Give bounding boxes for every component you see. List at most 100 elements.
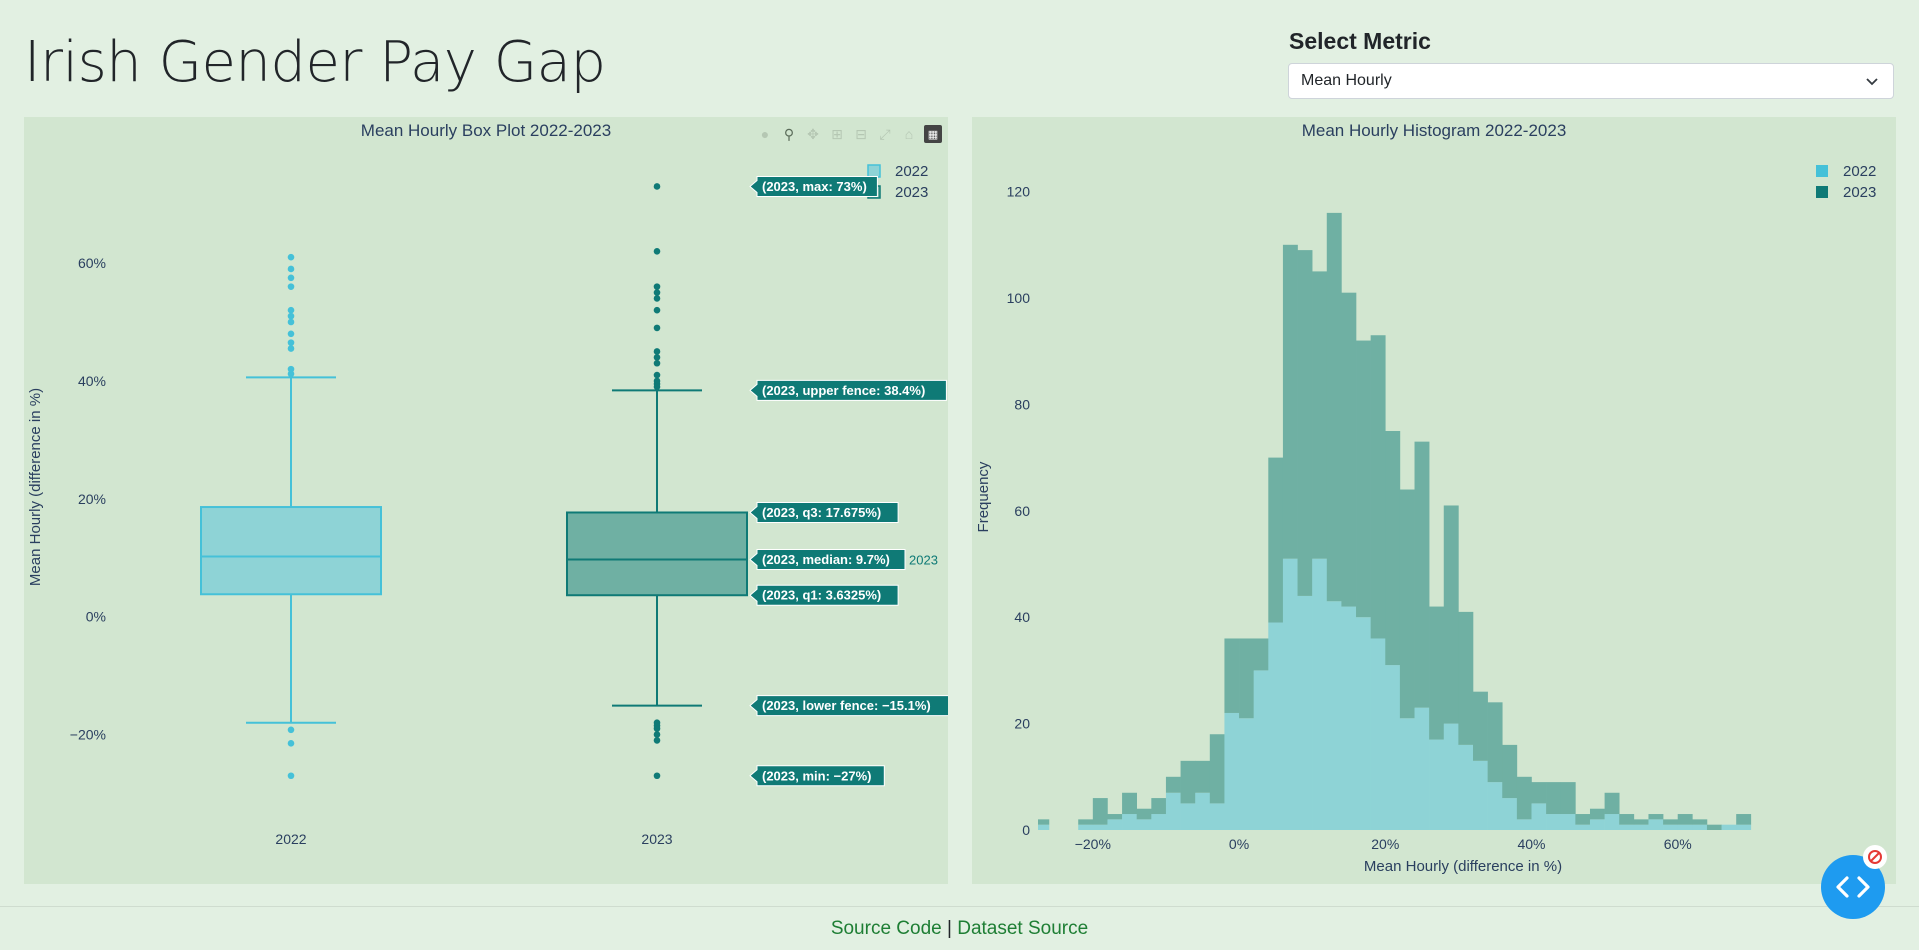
hover-label-text: (2023, min: −27%) bbox=[762, 768, 871, 783]
hover-label-box bbox=[749, 379, 947, 401]
outlier-point bbox=[653, 283, 661, 290]
outlier-point bbox=[287, 370, 295, 378]
hist-y-tick-label: 20 bbox=[1014, 716, 1030, 732]
hist-bar-2022 bbox=[1516, 819, 1532, 830]
hover-label-text: (2023, lower fence: −15.1%) bbox=[762, 698, 931, 713]
blocked-icon[interactable] bbox=[1863, 845, 1887, 869]
box-2023 bbox=[566, 511, 748, 597]
outlier-point bbox=[287, 772, 295, 780]
zoom-icon[interactable]: ⚲ bbox=[783, 125, 795, 142]
source-code-link[interactable]: Source Code bbox=[830, 918, 942, 939]
hist-bar-2022 bbox=[1356, 617, 1371, 830]
hist-y-tick-label: 100 bbox=[1007, 290, 1031, 306]
hover-label-lower_fence: (2023, lower fence: −15.1%) bbox=[749, 695, 948, 717]
hist-bar-2022 bbox=[1721, 824, 1737, 830]
hist-bar-2023 bbox=[1326, 212, 1342, 602]
hover-label-text: (2023, max: 73%) bbox=[762, 179, 867, 194]
hist-bar-2023 bbox=[1487, 702, 1503, 783]
outlier-point bbox=[653, 377, 661, 385]
hover-label-box bbox=[749, 765, 885, 787]
hist-x-tick-label: 60% bbox=[1664, 836, 1692, 852]
hist-bar-2022 bbox=[1297, 595, 1313, 830]
outlier-point bbox=[287, 283, 295, 290]
hist-bar-2022 bbox=[1487, 782, 1503, 830]
hist-bar-2022 bbox=[1385, 665, 1401, 830]
hist-bar-2023 bbox=[1692, 819, 1708, 825]
hist-bar-2023 bbox=[1429, 606, 1445, 740]
hist-bar-2023 bbox=[1443, 505, 1459, 724]
hist-bar-2023 bbox=[1706, 824, 1722, 830]
hover-label-min: (2023, min: −27%) bbox=[749, 765, 885, 787]
hist-bar-2023 bbox=[1195, 760, 1211, 793]
legend-label-2023: 2023 bbox=[895, 184, 928, 201]
hist-bar-2022 bbox=[1282, 558, 1298, 830]
outlier-point bbox=[653, 295, 661, 302]
hover-label-q1: (2023, q1: 3.6325%) bbox=[749, 584, 899, 606]
outlier-point bbox=[653, 183, 661, 190]
camera-icon[interactable]: ● bbox=[760, 126, 770, 142]
hist-bar-2023 bbox=[1180, 760, 1196, 804]
autoscale-icon[interactable]: ⤢ bbox=[879, 125, 891, 142]
hist-bar-2023 bbox=[1165, 776, 1181, 793]
hover-label-upper_fence: (2023, upper fence: 38.4%) bbox=[749, 379, 947, 401]
hist-y-axis-title: Frequency bbox=[975, 461, 992, 532]
legend-swatch-2022 bbox=[867, 164, 881, 178]
metric-label: Select Metric bbox=[1289, 28, 1431, 54]
hist-bar-2023 bbox=[1560, 782, 1576, 815]
hist-bar-2023 bbox=[1604, 792, 1620, 815]
hist-bar-2022 bbox=[1604, 814, 1620, 830]
hist-bar-2023 bbox=[1224, 638, 1240, 713]
hist-bar-2022 bbox=[1092, 824, 1108, 830]
hist-bar-2023 bbox=[1356, 340, 1371, 618]
hover-label-text: (2023, q1: 3.6325%) bbox=[762, 588, 881, 603]
hist-y-tick-label: 120 bbox=[1007, 184, 1031, 200]
pan-icon[interactable]: ✥ bbox=[807, 125, 819, 142]
box-plot-title: Mean Hourly Box Plot 2022-2023 bbox=[361, 121, 611, 140]
hist-bar-2022 bbox=[1312, 558, 1328, 830]
zoom-in-icon[interactable]: ⊞ bbox=[831, 125, 843, 142]
hist-bar-2022 bbox=[1326, 601, 1342, 830]
hist-bar-2023 bbox=[1619, 814, 1635, 825]
histogram-title: Mean Hourly Histogram 2022-2023 bbox=[1302, 121, 1567, 140]
box-x-tick-label: 2022 bbox=[275, 831, 306, 847]
box-y-tick-label: 0% bbox=[86, 609, 106, 625]
outlier-point bbox=[653, 306, 661, 314]
reset-axes-icon[interactable]: ⌂ bbox=[904, 126, 914, 142]
outlier-point bbox=[287, 740, 295, 747]
box-y-tick-label: 20% bbox=[78, 491, 106, 507]
outlier-point bbox=[653, 324, 661, 332]
hist-bar-2023 bbox=[1312, 271, 1328, 559]
outlier-point bbox=[653, 359, 661, 367]
hist-bar-2023 bbox=[1575, 814, 1591, 825]
outlier-point bbox=[287, 312, 295, 320]
hist-bar-2022 bbox=[1078, 824, 1094, 830]
hist-legend-swatch-2022 bbox=[1816, 165, 1828, 177]
hist-bar-2022 bbox=[1209, 803, 1225, 830]
hist-bar-2022 bbox=[1648, 819, 1664, 830]
hist-bar-2022 bbox=[1619, 824, 1635, 830]
footer-divider bbox=[0, 906, 1919, 907]
hist-bar-2022 bbox=[1136, 819, 1152, 830]
hover-label-box bbox=[749, 695, 948, 717]
outlier-point bbox=[653, 247, 661, 255]
hist-bar-2022 bbox=[1531, 803, 1547, 830]
outlier-point bbox=[653, 354, 661, 361]
outlier-point bbox=[287, 339, 295, 346]
box-y-tick-label: −20% bbox=[70, 727, 106, 743]
hist-bar-2023 bbox=[1648, 814, 1664, 820]
hist-bar-2022 bbox=[1341, 606, 1357, 830]
footer-separator: | bbox=[947, 918, 952, 939]
metric-select[interactable]: Mean Hourly bbox=[1288, 63, 1894, 99]
hist-bar-2023 bbox=[1341, 292, 1357, 607]
histogram-panel: Mean Hourly Histogram 2022-2023 0 20 40 60 80… bbox=[972, 117, 1896, 884]
hist-bar-2023 bbox=[1268, 457, 1284, 623]
zoom-out-icon[interactable]: ⊟ bbox=[855, 125, 867, 142]
hist-bar-2022 bbox=[1151, 814, 1167, 830]
hist-bar-2022 bbox=[1677, 824, 1693, 830]
outlier-point bbox=[287, 345, 295, 352]
hover-label-box bbox=[749, 548, 906, 570]
hist-bar-2023 bbox=[1633, 819, 1649, 825]
hist-bar-2022 bbox=[1589, 819, 1605, 830]
dataset-source-link[interactable]: Dataset Source bbox=[957, 918, 1089, 939]
plotly-logo-icon[interactable]: ▦ bbox=[924, 125, 942, 143]
